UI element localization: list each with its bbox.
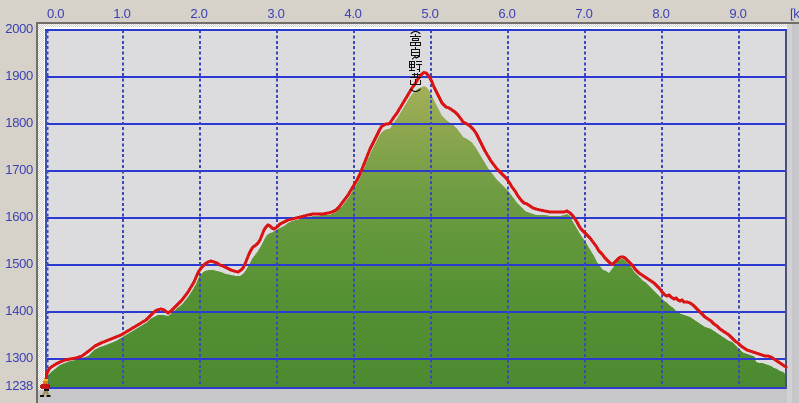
svg-text:7.0: 7.0 [575,6,592,21]
svg-text:3.0: 3.0 [267,6,284,21]
svg-text:1600: 1600 [5,209,33,224]
svg-text:9.0: 9.0 [729,6,746,21]
svg-text:[km]: [km] [790,6,799,21]
svg-text:5.0: 5.0 [421,6,438,21]
svg-text:1500: 1500 [5,256,33,271]
svg-text:1900: 1900 [5,68,33,83]
svg-text:2.0: 2.0 [190,6,207,21]
svg-text:4.0: 4.0 [344,6,361,21]
svg-text:6.0: 6.0 [498,6,515,21]
svg-text:1238: 1238 [5,378,33,393]
svg-text:1.0: 1.0 [113,6,130,21]
svg-text:8.0: 8.0 [652,6,669,21]
svg-text:2000: 2000 [5,21,33,36]
svg-text:1700: 1700 [5,162,33,177]
svg-text:1400: 1400 [5,303,33,318]
svg-text:1300: 1300 [5,350,33,365]
svg-text:1800: 1800 [5,115,33,130]
svg-text:0.0: 0.0 [47,6,64,21]
